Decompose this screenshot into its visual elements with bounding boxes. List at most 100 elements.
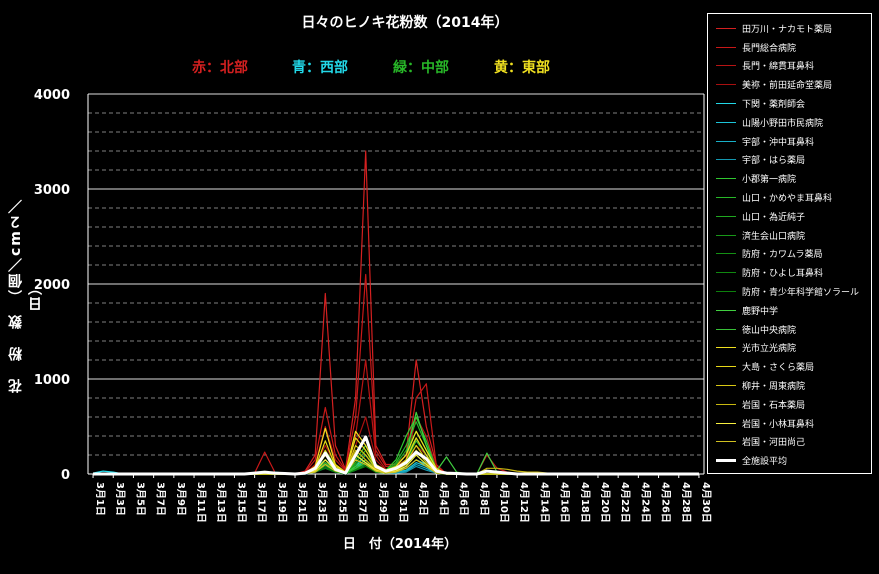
- region-label-north: 赤：北部: [192, 60, 248, 76]
- legend-label: 山陽小野田市民病院: [742, 118, 824, 129]
- legend-swatch: [716, 366, 736, 368]
- legend-swatch: [716, 215, 736, 217]
- x-tick-label: 3月31日: [397, 482, 409, 523]
- legend-swatch: [716, 197, 736, 199]
- x-tick-label: 4月18日: [579, 482, 591, 523]
- legend-label: 岩国・小林耳鼻科: [742, 419, 815, 430]
- x-tick-label: 3月1日: [94, 482, 106, 516]
- legend-item: 全施設平均: [708, 451, 871, 470]
- legend-swatch: [716, 178, 736, 180]
- legend-item: 長門総合病院: [708, 38, 871, 57]
- legend-swatch: [716, 65, 736, 67]
- legend-swatch: [716, 459, 736, 463]
- legend-label: 美祢・前田延命堂薬局: [742, 81, 833, 92]
- x-tick-label: 3月19日: [276, 482, 288, 523]
- legend-label: 防府・ひよし耳鼻科: [742, 269, 824, 280]
- x-tick-label: 4月24日: [639, 482, 651, 523]
- y-tick-label: 3000: [34, 183, 70, 198]
- x-tick-label: 4月16日: [559, 482, 571, 523]
- x-tick-label: 4月12日: [518, 482, 530, 523]
- legend-swatch: [716, 121, 736, 123]
- legend-label: 防府・青少年科学館ソラール: [742, 288, 860, 299]
- legend-label: 全施設平均: [742, 457, 788, 468]
- legend-swatch: [716, 159, 736, 161]
- legend-swatch: [716, 347, 736, 349]
- legend-label: 鹿野中学: [742, 306, 779, 317]
- series-line: [93, 416, 699, 475]
- x-tick-label: 4月20日: [599, 482, 611, 523]
- legend-item: 岩国・河田尚己: [708, 433, 871, 452]
- legend-label: 山口・為近純子: [742, 212, 806, 223]
- legend-swatch: [716, 27, 736, 29]
- x-tick-label: 3月27日: [357, 482, 369, 523]
- legend-swatch: [716, 441, 736, 443]
- x-tick-label: 3月21日: [296, 482, 308, 523]
- region-label-central: 緑：中部: [393, 60, 449, 76]
- y-tick-label: 1000: [34, 373, 70, 388]
- legend-item: 山口・為近純子: [708, 207, 871, 226]
- x-tick-label: 4月10日: [498, 482, 510, 523]
- legend-item: 防府・青少年科学館ソラール: [708, 282, 871, 301]
- x-tick-label: 4月4日: [437, 482, 449, 516]
- x-tick-label: 3月3日: [114, 482, 126, 516]
- legend-label: 大島・さくら薬局: [742, 363, 815, 374]
- legend-label: 済生会山口病院: [742, 231, 806, 242]
- legend-item: 美祢・前田延命堂薬局: [708, 75, 871, 94]
- legend-swatch: [716, 272, 736, 274]
- x-tick-label: 4月30日: [700, 482, 712, 523]
- legend-swatch: [716, 385, 736, 387]
- legend-item: 済生会山口病院: [708, 226, 871, 245]
- legend-label: 柳井・周東病院: [742, 382, 806, 393]
- y-tick-label: 2000: [34, 278, 70, 293]
- legend-label: 長門・綿貫耳鼻科: [742, 62, 815, 73]
- legend-swatch: [716, 291, 736, 293]
- x-tick-label: 4月22日: [619, 482, 631, 523]
- x-tick-label: 4月28日: [680, 482, 692, 523]
- x-tick-label: 3月15日: [235, 482, 247, 523]
- x-tick-label: 3月17日: [256, 482, 268, 523]
- chart-title: 日々のヒノキ花粉数（2014年）: [301, 15, 509, 31]
- x-axis-label: 日 付（2014年）: [342, 537, 458, 552]
- legend-item: 岩国・小林耳鼻科: [708, 414, 871, 433]
- legend-label: 光市立光病院: [742, 344, 797, 355]
- legend-item: 大島・さくら薬局: [708, 357, 871, 376]
- legend-label: 下関・薬剤師会: [742, 100, 806, 111]
- legend-label: 小郡第一病院: [742, 175, 797, 186]
- legend-item: 山陽小野田市民病院: [708, 113, 871, 132]
- series-line: [93, 435, 699, 476]
- legend-item: 田万川・ナカモト薬局: [708, 19, 871, 38]
- legend-swatch: [716, 422, 736, 424]
- legend-swatch: [716, 309, 736, 311]
- y-tick-label: 4000: [34, 88, 70, 103]
- legend-swatch: [716, 140, 736, 142]
- series-line: [93, 416, 699, 475]
- x-tick-label: 4月26日: [660, 482, 672, 523]
- legend-item: 小郡第一病院: [708, 169, 871, 188]
- legend-item: 山口・かめやま耳鼻科: [708, 188, 871, 207]
- legend-swatch: [716, 403, 736, 405]
- legend-swatch: [716, 103, 736, 105]
- legend-label: 田万川・ナカモト薬局: [742, 24, 833, 35]
- legend-swatch: [716, 234, 736, 236]
- legend-item: 下関・薬剤師会: [708, 94, 871, 113]
- legend-label: 徳山中央病院: [742, 325, 797, 336]
- legend-item: 防府・カワムラ薬局: [708, 245, 871, 264]
- legend-item: 長門・綿貫耳鼻科: [708, 57, 871, 76]
- x-tick-label: 4月8日: [478, 482, 490, 516]
- legend-label: 岩国・石本薬局: [742, 400, 806, 411]
- legend-item: 光市立光病院: [708, 339, 871, 358]
- x-tick-label: 3月11日: [195, 482, 207, 523]
- x-tick-label: 3月25日: [336, 482, 348, 523]
- legend-swatch: [716, 253, 736, 255]
- x-tick-label: 3月29日: [377, 482, 389, 523]
- legend-label: 宇部・沖中耳鼻科: [742, 137, 815, 148]
- x-tick-label: 4月14日: [538, 482, 550, 523]
- x-tick-label: 4月2日: [417, 482, 429, 516]
- x-tick-label: 4月6日: [458, 482, 470, 516]
- region-label-east: 黄：東部: [494, 60, 550, 76]
- legend-label: 長門総合病院: [742, 43, 797, 54]
- legend-swatch: [716, 46, 736, 48]
- legend-label: 山口・かめやま耳鼻科: [742, 194, 833, 205]
- legend: 田万川・ナカモト薬局 長門総合病院長門・綿貫耳鼻科美祢・前田延命堂薬局 下関・薬剤師…: [707, 13, 872, 474]
